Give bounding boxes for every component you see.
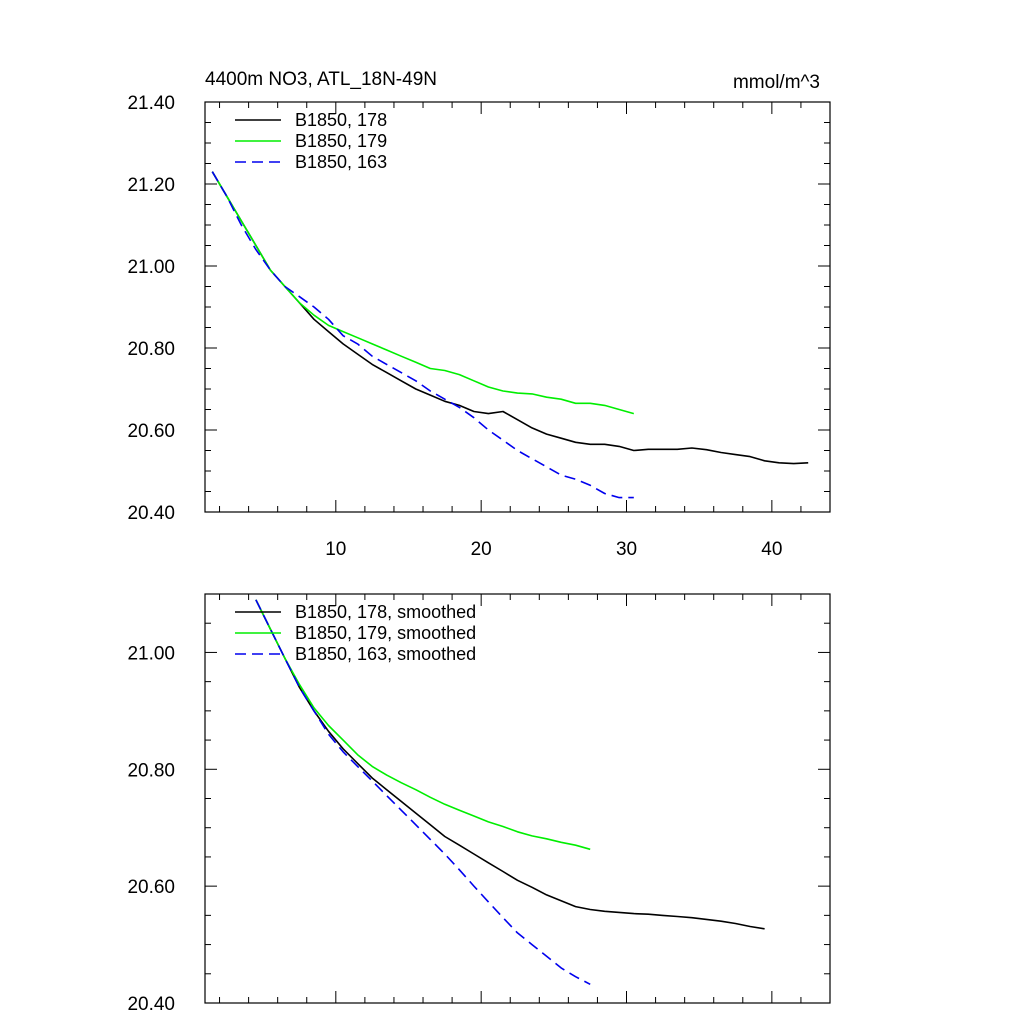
series-line-2 <box>255 599 591 851</box>
y-tick-label: 20.80 <box>127 760 175 781</box>
y-tick-label: 20.60 <box>127 421 175 442</box>
y-tick-label: 21.00 <box>127 257 175 278</box>
chart-title: 4400m NO3, ATL_18N-49N <box>205 69 437 90</box>
y-tick-label: 21.00 <box>127 643 175 664</box>
legend-label: B1850, 179 <box>295 131 387 151</box>
y-tick-label: 21.20 <box>127 175 175 196</box>
x-tick-label: 30 <box>616 539 637 560</box>
series-line-2 <box>211 171 635 415</box>
series-line-1 <box>255 599 765 930</box>
series-line-3 <box>211 171 634 499</box>
y-tick-label: 20.40 <box>127 994 175 1015</box>
legend-label: B1850, 163 <box>295 152 387 172</box>
y-tick-label: 20.40 <box>127 503 175 524</box>
legend-label: B1850, 163, smoothed <box>295 644 476 664</box>
x-tick-label: 10 <box>325 539 346 560</box>
y-tick-label: 20.80 <box>127 339 175 360</box>
legend-label: B1850, 178, smoothed <box>295 602 476 622</box>
y-tick-label: 21.40 <box>127 93 175 114</box>
series-line-3 <box>255 599 591 986</box>
series-line-1 <box>211 171 809 465</box>
legend-label: B1850, 178 <box>295 110 387 130</box>
legend-label: B1850, 179, smoothed <box>295 623 476 643</box>
x-tick-label: 40 <box>761 539 782 560</box>
units-label: mmol/m^3 <box>733 72 820 93</box>
y-tick-label: 20.60 <box>127 877 175 898</box>
x-tick-label: 20 <box>471 539 492 560</box>
